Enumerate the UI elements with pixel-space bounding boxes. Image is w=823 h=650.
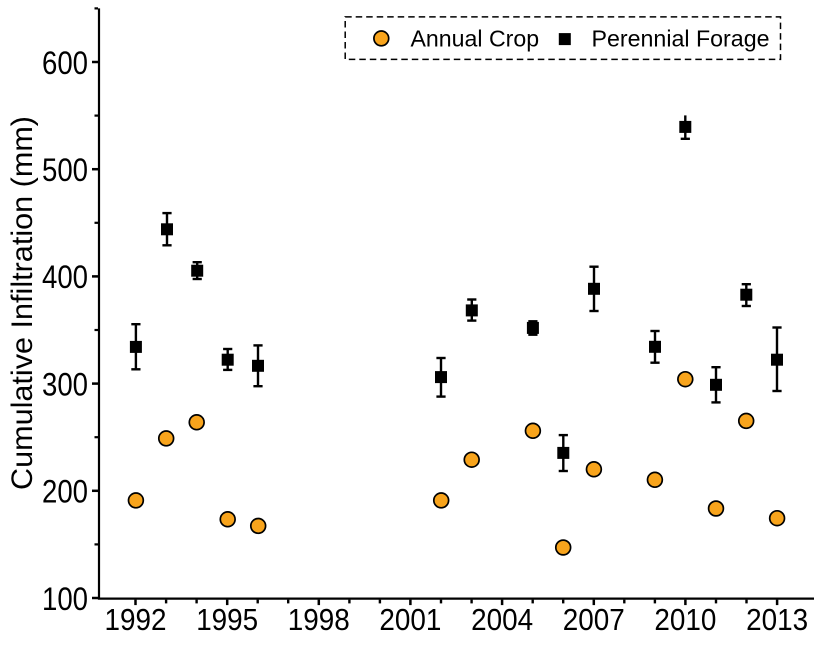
svg-text:500: 500 — [42, 152, 88, 188]
svg-text:2013: 2013 — [746, 602, 808, 637]
svg-text:2007: 2007 — [563, 602, 625, 637]
svg-text:2004: 2004 — [471, 602, 533, 637]
svg-text:1995: 1995 — [196, 602, 258, 637]
svg-text:Cumulative Infiltration (mm): Cumulative Infiltration (mm) — [6, 116, 39, 490]
svg-text:1998: 1998 — [288, 602, 350, 637]
svg-text:200: 200 — [42, 474, 88, 510]
svg-text:2001: 2001 — [379, 602, 441, 637]
svg-text:Annual Crop: Annual Crop — [411, 26, 540, 52]
svg-text:1992: 1992 — [105, 602, 167, 637]
svg-text:600: 600 — [42, 45, 88, 81]
svg-text:2010: 2010 — [654, 602, 716, 637]
svg-text:300: 300 — [42, 366, 88, 402]
svg-text:400: 400 — [42, 259, 88, 295]
svg-text:Perennial Forage: Perennial Forage — [592, 26, 770, 52]
svg-text:100: 100 — [42, 581, 88, 617]
